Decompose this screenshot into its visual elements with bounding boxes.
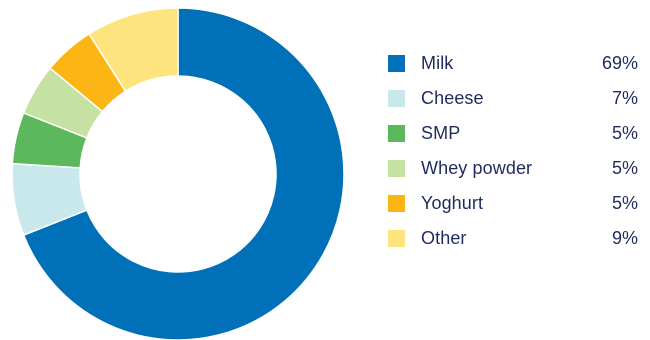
- legend-swatch-other: [388, 230, 405, 247]
- legend-value-whey-powder: 5%: [611, 158, 638, 178]
- legend-label-milk: Milk: [421, 53, 454, 73]
- legend-item-smp: SMP 5%: [388, 116, 638, 151]
- legend-label-smp: SMP: [421, 123, 461, 143]
- legend-value-yoghurt: 5%: [611, 193, 638, 213]
- legend-swatch-whey-powder: [388, 160, 405, 177]
- legend-label-yoghurt: Yoghurt: [421, 193, 484, 213]
- legend-item-cheese: Cheese 7%: [388, 81, 638, 116]
- legend-value-cheese: 7%: [611, 88, 638, 108]
- legend-item-milk: Milk 69%: [388, 46, 638, 81]
- donut-slice-milk: [22, 7, 345, 340]
- donut-slice-other: [88, 7, 179, 93]
- legend-value-smp: 5%: [611, 123, 638, 143]
- legend-swatch-cheese: [388, 90, 405, 107]
- donut-plot: [11, 7, 345, 340]
- legend-item-other: Other 9%: [388, 221, 638, 256]
- legend-value-milk: 69%: [601, 53, 638, 73]
- legend-swatch-smp: [388, 125, 405, 142]
- legend-swatch-yoghurt: [388, 195, 405, 212]
- legend-label-whey-powder: Whey powder: [421, 158, 533, 178]
- legend-swatch-milk: [388, 55, 405, 72]
- legend-item-yoghurt: Yoghurt 5%: [388, 186, 638, 221]
- legend-item-whey-powder: Whey powder 5%: [388, 151, 638, 186]
- legend-label-cheese: Cheese: [421, 88, 484, 108]
- legend-value-other: 9%: [611, 228, 638, 248]
- legend-label-other: Other: [421, 228, 467, 248]
- legend: Milk 69% Cheese 7% SMP 5% Whey powder 5% Yoghurt…: [388, 46, 638, 256]
